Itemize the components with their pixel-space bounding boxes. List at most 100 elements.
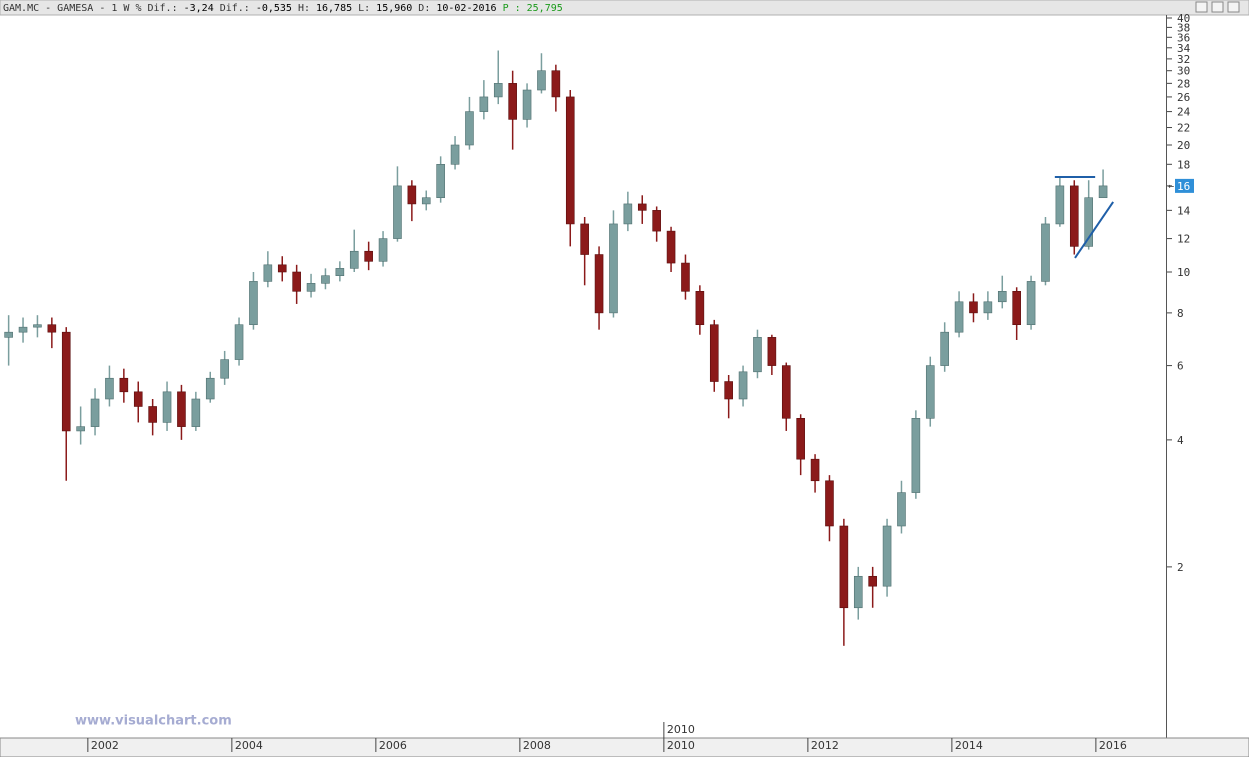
minimize-button[interactable] xyxy=(1195,1,1208,13)
x-axis-strip xyxy=(0,737,1249,757)
candle-body xyxy=(421,197,431,205)
y-tick-label: 40 xyxy=(1177,12,1190,25)
header-field: L: xyxy=(358,3,370,14)
candle-body xyxy=(177,391,186,427)
x-tick-label: 2012 xyxy=(811,739,839,752)
candle-body xyxy=(623,203,633,225)
watermark: www.visualchart.com xyxy=(75,714,232,729)
candle-body xyxy=(537,70,546,91)
candle-body xyxy=(119,377,129,393)
candle-body xyxy=(465,111,474,146)
candle-body xyxy=(551,70,561,98)
candle-body xyxy=(637,203,647,211)
candle-body xyxy=(853,575,863,609)
candle-body xyxy=(983,301,993,314)
candle-body xyxy=(695,291,705,326)
candle-body xyxy=(839,525,849,609)
candle-body xyxy=(90,398,100,427)
header-field: D: xyxy=(418,3,430,14)
candle-body xyxy=(767,337,777,366)
candle-body xyxy=(1026,281,1036,326)
y-tick-label: 36 xyxy=(1177,31,1190,44)
candle-body xyxy=(868,575,877,587)
header-field: -0,535 xyxy=(256,3,292,14)
y-tick-label: 14 xyxy=(1177,204,1191,217)
candle-body xyxy=(1012,291,1021,326)
candle-body xyxy=(479,96,489,112)
candle-body xyxy=(522,89,532,120)
y-tick-label: 24 xyxy=(1177,106,1191,119)
x-tick-label: 2014 xyxy=(955,739,983,752)
x-tick-label: 2016 xyxy=(1099,739,1127,752)
candle-body xyxy=(810,458,820,482)
candle-body xyxy=(709,324,719,382)
candle-body xyxy=(33,324,42,328)
candle-body xyxy=(393,185,402,239)
y-tick-label: 4 xyxy=(1177,434,1184,447)
candle-body xyxy=(321,275,330,284)
candle-body xyxy=(306,283,316,292)
x-tick-label: 2006 xyxy=(379,739,407,752)
y-tick-label: 20 xyxy=(1177,139,1190,152)
candle-body xyxy=(4,331,13,338)
candle-body xyxy=(450,144,460,165)
candle-body xyxy=(1098,185,1108,199)
candle-body xyxy=(133,391,143,407)
header-field: -3,24 xyxy=(184,3,214,14)
y-tick-label: 8 xyxy=(1177,307,1184,320)
candle-body xyxy=(205,377,215,400)
candle-body xyxy=(508,83,517,120)
candle-body xyxy=(162,391,172,423)
candle-body xyxy=(148,406,157,423)
candle-body xyxy=(292,271,301,292)
header-field: P : 25,795 xyxy=(503,3,563,14)
x-tick-label: 2008 xyxy=(523,739,551,752)
candle-body xyxy=(61,331,71,432)
candle-body xyxy=(364,250,373,262)
candle-body xyxy=(493,83,503,98)
y-tick-label: 28 xyxy=(1177,77,1190,90)
header-field: Dif.: xyxy=(220,3,250,14)
candle-body xyxy=(925,365,935,419)
current-price-box xyxy=(1175,178,1194,193)
candle-body xyxy=(105,377,114,400)
candle-body xyxy=(681,262,690,292)
y-tick-label: 26 xyxy=(1177,91,1190,104)
candle-body xyxy=(781,365,791,419)
candle-body xyxy=(1041,223,1050,282)
header-field: 16,785 xyxy=(316,3,352,14)
y-tick-label: 2 xyxy=(1177,561,1184,574)
window-buttons xyxy=(1195,1,1240,13)
header-field: GAM.MC - GAMESA - 1 W % Dif.: xyxy=(3,3,178,14)
y-tick-label: 10 xyxy=(1177,266,1190,279)
candle-body xyxy=(652,210,661,232)
candle-body xyxy=(954,301,964,333)
cursor-label: 2010 xyxy=(667,723,695,736)
candle-body xyxy=(911,418,921,493)
y-tick-label: 34 xyxy=(1177,42,1191,55)
current-price-arrow: ← xyxy=(1168,181,1174,192)
candle-body xyxy=(796,418,805,460)
candle-body xyxy=(897,492,906,527)
candle-body xyxy=(1055,185,1065,225)
candle-body xyxy=(1069,185,1079,247)
close-button[interactable] xyxy=(1227,1,1240,13)
header-field: H: xyxy=(298,3,310,14)
candle-body xyxy=(594,254,604,314)
header-field: 10-02-2016 xyxy=(436,3,496,14)
candle-body xyxy=(18,326,28,333)
header-bar xyxy=(0,0,1249,16)
maximize-button[interactable] xyxy=(1211,1,1224,13)
candle-body xyxy=(249,281,258,326)
candle-body xyxy=(1084,197,1093,247)
candle-body xyxy=(335,268,345,276)
candle-body xyxy=(47,324,57,333)
candle-body xyxy=(263,264,273,282)
candle-body xyxy=(580,223,589,255)
candle-body xyxy=(191,398,201,427)
x-tick-label: 2010 xyxy=(667,739,695,752)
candle-body xyxy=(940,331,949,366)
candle-body xyxy=(666,230,676,264)
